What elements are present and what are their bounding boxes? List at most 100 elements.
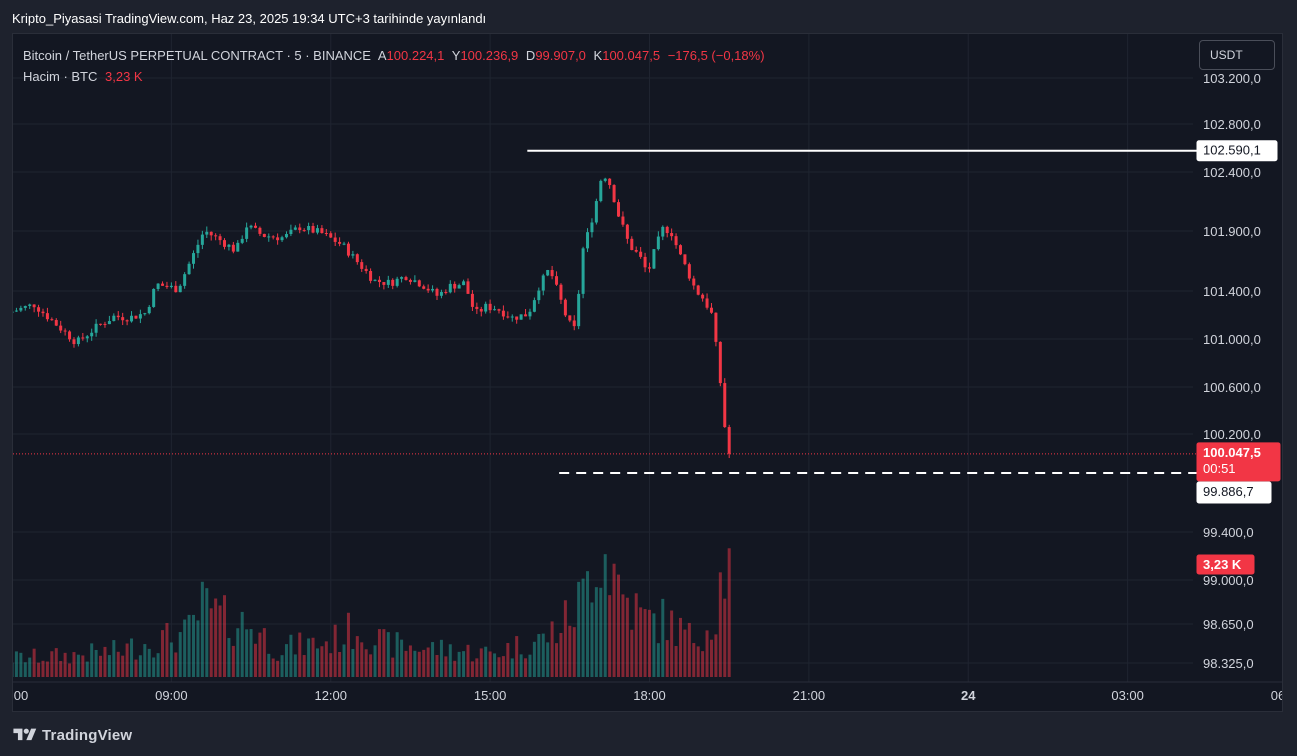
volume-bar [559, 632, 563, 677]
volume-bar [639, 607, 643, 677]
volume-bar [484, 646, 488, 677]
volume-bar [395, 632, 399, 677]
grid-lines [13, 34, 1193, 682]
candle-body [253, 225, 257, 228]
volume-bar [333, 624, 337, 677]
volume-bar [54, 648, 58, 677]
candle-body [320, 228, 324, 234]
volume-bar [696, 646, 700, 677]
volume-bar [444, 656, 448, 677]
volume-bar [661, 598, 665, 677]
candle-body [200, 234, 204, 245]
volume-bar [37, 662, 41, 677]
candle-body [183, 274, 187, 286]
legend-volume-label[interactable]: Hacim · BTC [23, 69, 98, 84]
volume-bars [13, 548, 731, 677]
volume-bar [351, 649, 355, 677]
volume-bar [577, 581, 581, 677]
volume-bar [156, 653, 160, 677]
volume-bar [134, 659, 138, 677]
last-volume-tag-text: 3,23 K [1203, 557, 1242, 572]
candle-body [559, 284, 563, 300]
candle-body [302, 230, 306, 232]
volume-bar [262, 628, 266, 677]
volume-bar [360, 642, 364, 677]
candle-body [280, 237, 284, 241]
volume-bar [435, 655, 439, 677]
candle-body [608, 178, 612, 186]
candle-body [293, 227, 297, 230]
candle-body [515, 316, 519, 320]
candle-body [32, 304, 36, 308]
volume-bar [28, 657, 32, 677]
candle-body [156, 283, 160, 289]
currency-button[interactable]: USDT [1199, 40, 1275, 70]
x-tick-label: 18:00 [633, 688, 666, 703]
candle-body [245, 227, 249, 239]
candle-body [705, 298, 709, 308]
volume-bar [497, 657, 501, 677]
candle-body [311, 225, 315, 233]
last-volume-tag-box [1196, 554, 1255, 575]
volume-bar [608, 595, 612, 677]
volume-bar [391, 657, 395, 677]
volume-bar [311, 637, 315, 677]
legend-symbol[interactable]: Bitcoin / TetherUS PERPETUAL CONTRACT · … [23, 48, 371, 63]
volume-bar [94, 649, 98, 677]
candle-body [19, 307, 23, 311]
candle-body [196, 244, 200, 254]
volume-bar [338, 652, 342, 677]
candle-body [577, 293, 581, 327]
legend-volume-value: 3,23 K [105, 69, 143, 84]
candle-body [692, 278, 696, 286]
candle-body [687, 264, 691, 279]
footer-brand-text: TradingView [42, 726, 133, 744]
candle-body [338, 241, 342, 244]
candle-body [81, 337, 85, 339]
chart-frame[interactable]: 103.200,0 102.800,0 102.400,0 101.900,0 101.… [12, 33, 1283, 712]
volume-bar [103, 646, 107, 677]
candle-body [103, 323, 107, 325]
volume-bar [617, 574, 621, 677]
volume-bar [701, 651, 705, 677]
candle-body [519, 314, 523, 320]
candle-body [50, 319, 54, 321]
volume-bar [541, 633, 545, 677]
volume-bar [718, 572, 722, 677]
candle-body [209, 231, 213, 236]
volume-bar [475, 658, 479, 677]
volume-bar [524, 658, 528, 677]
candle-body [435, 288, 439, 296]
volume-bar [138, 655, 142, 677]
volume-bar [59, 661, 63, 677]
candle-body [147, 306, 151, 314]
candles [13, 177, 731, 459]
candle-body [413, 280, 417, 282]
candle-body [475, 306, 479, 309]
candle-body [130, 315, 134, 322]
legend-change: −176,5 (−0,18%) [667, 48, 765, 63]
volume-bar [63, 652, 67, 677]
candle-body [192, 253, 196, 264]
candle-body [227, 244, 231, 247]
candle-body [395, 278, 399, 286]
candle-body [360, 262, 364, 269]
volume-bar [625, 597, 629, 677]
legend-ohlc-row: Bitcoin / TetherUS PERPETUAL CONTRACT · … [23, 45, 769, 66]
volume-bar [355, 636, 359, 677]
candle-body [643, 256, 647, 268]
volume-bar [643, 609, 647, 677]
volume-bar [634, 593, 638, 677]
chart-canvas[interactable]: 103.200,0 102.800,0 102.400,0 101.900,0 101.… [13, 34, 1283, 712]
candle-body [143, 313, 147, 315]
volume-bar [121, 655, 125, 677]
candle-body [408, 279, 412, 282]
axes: 103.200,0 102.800,0 102.400,0 101.900,0 101.… [13, 71, 1282, 703]
candle-body [178, 285, 182, 293]
volume-bar [404, 650, 408, 677]
volume-bar [422, 649, 426, 677]
volume-bar [315, 648, 319, 677]
candle-body [714, 312, 718, 342]
candle-body [674, 236, 678, 246]
candle-body [493, 309, 497, 311]
